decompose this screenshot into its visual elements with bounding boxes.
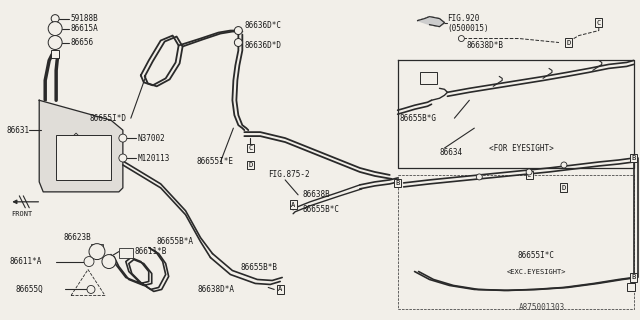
Text: C: C: [527, 172, 531, 178]
Circle shape: [119, 134, 127, 142]
Polygon shape: [39, 100, 123, 192]
Text: B: B: [396, 180, 400, 186]
Text: 86656: 86656: [70, 38, 93, 47]
Text: C: C: [248, 145, 252, 151]
Text: 86655B*A: 86655B*A: [157, 237, 194, 246]
Text: 59188B: 59188B: [70, 14, 98, 23]
Text: 86638D*B: 86638D*B: [467, 41, 504, 50]
Text: 86611*B: 86611*B: [135, 247, 167, 256]
Text: 86636D*C: 86636D*C: [244, 21, 282, 30]
Bar: [420, 72, 438, 84]
Polygon shape: [417, 17, 444, 27]
Text: M120113: M120113: [138, 154, 170, 163]
Text: 86634: 86634: [440, 148, 463, 156]
Circle shape: [119, 154, 127, 162]
Text: 86655I*C: 86655I*C: [517, 251, 554, 260]
Text: 86623B: 86623B: [63, 233, 91, 242]
Text: 86615A: 86615A: [70, 24, 98, 33]
Text: 86631: 86631: [6, 126, 29, 135]
Text: B: B: [632, 275, 636, 281]
Text: D: D: [248, 162, 252, 168]
Circle shape: [89, 244, 105, 260]
Text: <EXC.EYESIGHT>: <EXC.EYESIGHT>: [507, 268, 566, 275]
Circle shape: [51, 15, 59, 23]
Text: FIG.875-2: FIG.875-2: [268, 171, 310, 180]
Circle shape: [234, 38, 243, 46]
Circle shape: [48, 22, 62, 36]
Text: 86638B: 86638B: [302, 190, 330, 199]
Circle shape: [476, 174, 483, 180]
Text: (0500015): (0500015): [447, 24, 489, 33]
Text: D: D: [562, 185, 566, 191]
Text: FRONT: FRONT: [12, 211, 33, 217]
Circle shape: [561, 162, 567, 168]
Text: 86655B*C: 86655B*C: [302, 205, 339, 214]
Text: 86611*A: 86611*A: [10, 257, 42, 266]
Text: C: C: [596, 20, 601, 26]
Text: 86655I*D: 86655I*D: [89, 114, 126, 123]
Circle shape: [458, 36, 465, 42]
Text: A: A: [278, 286, 282, 292]
Bar: [51, 51, 59, 59]
Circle shape: [102, 255, 116, 268]
Text: 86638D*A: 86638D*A: [197, 285, 234, 294]
Text: A: A: [291, 202, 295, 208]
Text: 86636D*D: 86636D*D: [244, 41, 282, 50]
Text: B: B: [632, 155, 636, 161]
Text: D: D: [567, 39, 571, 45]
Circle shape: [234, 27, 243, 35]
Text: 86655Q: 86655Q: [15, 285, 43, 294]
Bar: [91, 244, 103, 252]
Text: A875001303: A875001303: [519, 303, 565, 312]
Circle shape: [84, 257, 94, 267]
Text: FIG.920: FIG.920: [447, 14, 480, 23]
Bar: [56, 135, 111, 180]
Text: <FOR EYESIGHT>: <FOR EYESIGHT>: [489, 144, 554, 153]
Bar: [627, 284, 635, 292]
Circle shape: [48, 36, 62, 50]
Circle shape: [87, 285, 95, 293]
Text: 86655B*B: 86655B*B: [241, 263, 277, 272]
Text: 86655I*E: 86655I*E: [196, 157, 234, 166]
Bar: [119, 248, 133, 258]
Text: 86655B*G: 86655B*G: [399, 114, 436, 123]
Circle shape: [526, 169, 532, 175]
Text: N37002: N37002: [138, 133, 166, 143]
